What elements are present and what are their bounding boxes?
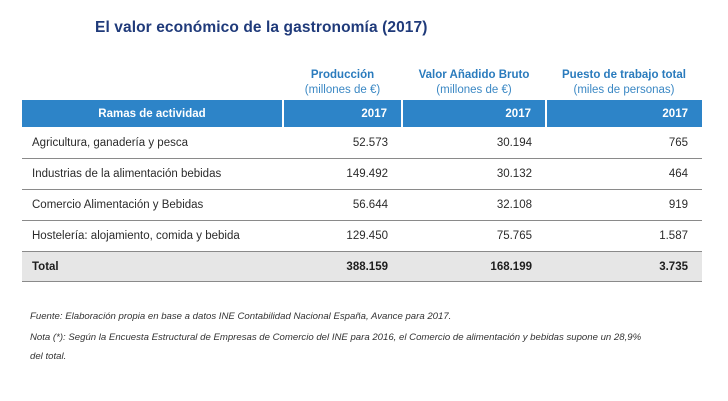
cell-vab: 30.194	[402, 127, 546, 159]
table-row: Agricultura, ganadería y pesca 52.573 30…	[22, 127, 702, 159]
total-empleo: 3.735	[546, 251, 702, 282]
column-header-produccion-unit: (millones de €)	[304, 84, 381, 96]
total-produccion: 388.159	[283, 251, 402, 282]
page-title: El valor económico de la gastronomía (20…	[95, 19, 428, 36]
column-header-vab-title: Valor Añadido Bruto	[418, 69, 530, 81]
column-header-empleo-unit: (miles de personas)	[573, 84, 675, 96]
source-note: Fuente: Elaboración propia en base a dat…	[30, 311, 452, 322]
cell-empleo: 919	[546, 189, 702, 221]
cell-produccion: 129.450	[283, 220, 402, 252]
data-table: Ramas de actividad 2017 2017 2017 Agricu…	[22, 100, 702, 282]
header-year-produccion: 2017	[283, 100, 403, 127]
table-row: Comercio Alimentación y Bebidas 56.644 3…	[22, 189, 702, 221]
column-header-produccion: Producción (millones de €)	[283, 68, 402, 98]
row-label: Industrias de la alimentación bebidas	[22, 158, 283, 190]
row-label: Hostelería: alojamiento, comida y bebida	[22, 220, 283, 252]
row-label: Agricultura, ganadería y pesca	[22, 127, 283, 159]
cell-produccion: 149.492	[283, 158, 402, 190]
header-year-empleo: 2017	[546, 100, 702, 127]
column-header-empleo-title: Puesto de trabajo total	[562, 69, 686, 81]
total-label: Total	[22, 251, 283, 282]
table-header-row: Ramas de actividad 2017 2017 2017	[22, 100, 702, 127]
cell-vab: 32.108	[402, 189, 546, 221]
table-row: Industrias de la alimentación bebidas 14…	[22, 158, 702, 190]
column-header-vab: Valor Añadido Bruto (millones de €)	[402, 68, 546, 98]
cell-produccion: 56.644	[283, 189, 402, 221]
column-header-empleo: Puesto de trabajo total (miles de person…	[546, 68, 702, 98]
row-label: Comercio Alimentación y Bebidas	[22, 189, 283, 221]
footnotes: Fuente: Elaboración propia en base a dat…	[30, 307, 650, 366]
header-ramas: Ramas de actividad	[22, 100, 284, 127]
header-year-vab: 2017	[402, 100, 547, 127]
total-row: Total 388.159 168.199 3.735	[22, 251, 702, 282]
table-row: Hostelería: alojamiento, comida y bebida…	[22, 220, 702, 252]
cell-vab: 75.765	[402, 220, 546, 252]
cell-empleo: 464	[546, 158, 702, 190]
column-header-produccion-title: Producción	[310, 69, 375, 81]
total-vab: 168.199	[402, 251, 546, 282]
cell-empleo: 1.587	[546, 220, 702, 252]
explanatory-note: Nota (*): Según la Encuesta Estructural …	[30, 332, 642, 362]
cell-produccion: 52.573	[283, 127, 402, 159]
cell-vab: 30.132	[402, 158, 546, 190]
column-header-vab-unit: (millones de €)	[436, 84, 512, 96]
cell-empleo: 765	[546, 127, 702, 159]
